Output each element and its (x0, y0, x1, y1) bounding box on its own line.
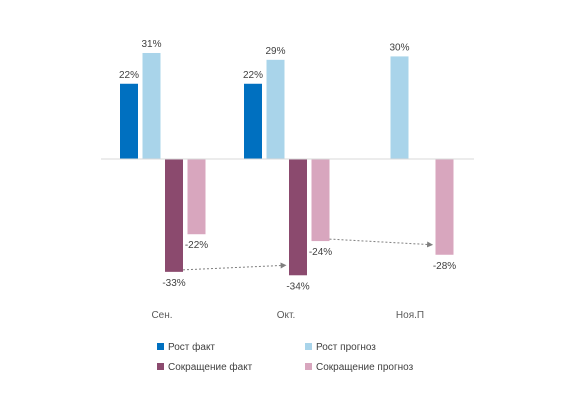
arrows-layer (182, 238, 434, 271)
bar-сокращение-прогноз-3 (435, 159, 454, 255)
category-label-3: Ноя.П (396, 310, 424, 321)
data-labels-layer: 22% 22% 31% 29% 30% -33% -34% -22% -24% -28% (119, 39, 456, 292)
legend: Рост факт Рост прогноз Сокращение факт Сокр… (157, 341, 414, 373)
bar-сокращение-прогноз-2 (311, 159, 330, 242)
bar-сокращение-факт-1 (165, 159, 183, 272)
bar-рост-факт-2 (244, 83, 262, 159)
bar-сокращение-прогноз-1 (187, 159, 206, 235)
data-label-сокращение-факт-2: -34% (286, 281, 309, 292)
legend-label-сокращение-факт: Сокращение факт (168, 361, 253, 373)
data-label-рост-прогноз-1: 31% (141, 39, 161, 50)
data-label-сокращение-прогноз-2: -24% (309, 247, 332, 258)
legend-label-рост-прогноз: Рост прогноз (316, 342, 376, 353)
bar-сокращение-факт-2 (289, 159, 307, 276)
data-label-сокращение-прогноз-3: -28% (433, 261, 456, 272)
legend-swatch-сокращение-факт (157, 363, 164, 370)
legend-swatch-рост-факт (157, 343, 164, 350)
category-labels-layer: Сен. Окт. Ноя.П (151, 310, 424, 321)
category-label-2: Окт. (277, 310, 296, 321)
bar-рост-прогноз-3 (390, 56, 409, 159)
data-label-сокращение-прогноз-1: -22% (185, 240, 208, 251)
legend-swatch-рост-прогноз (305, 343, 312, 350)
legend-swatch-сокращение-прогноз (305, 363, 312, 370)
data-label-рост-факт-2: 22% (243, 70, 263, 81)
data-label-рост-факт-1: 22% (119, 70, 139, 81)
bar-рост-прогноз-1 (142, 52, 161, 160)
category-label-1: Сен. (151, 310, 172, 321)
legend-label-сокращение-прогноз: Сокращение прогноз (316, 362, 414, 373)
data-label-рост-прогноз-3: 30% (389, 42, 409, 53)
bars-layer (120, 52, 454, 276)
data-label-сокращение-факт-1: -33% (162, 278, 185, 289)
legend-label-рост-факт: Рост факт (168, 341, 215, 353)
data-label-рост-прогноз-2: 29% (265, 46, 285, 57)
bar-рост-факт-1 (120, 83, 138, 159)
bar-рост-прогноз-2 (266, 59, 285, 159)
trend-arrow-2 (329, 238, 434, 248)
trend-arrow-1 (182, 262, 287, 271)
